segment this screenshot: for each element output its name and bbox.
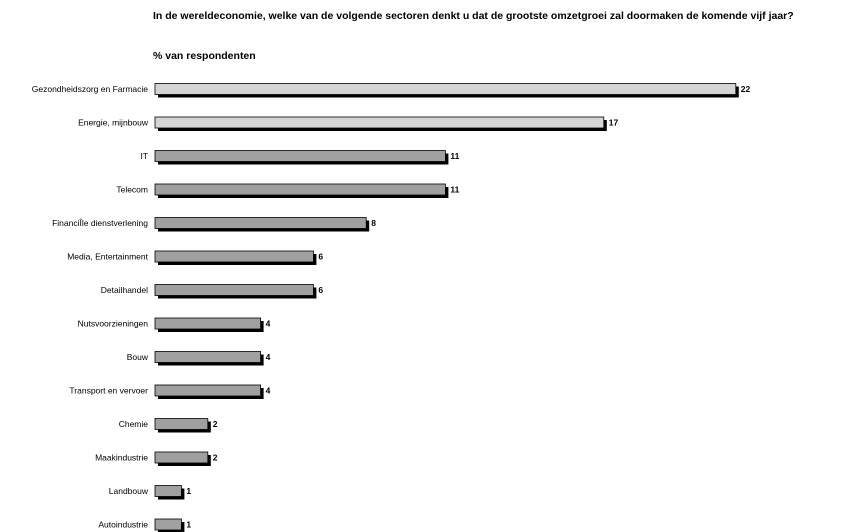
bar (154, 83, 737, 95)
value-label: 6 (318, 285, 323, 295)
value-label: 6 (318, 252, 323, 262)
category-label: Media, Entertainment (67, 252, 148, 262)
bar (154, 284, 314, 296)
chart-title: In de wereldeconomie, welke van de volge… (153, 10, 794, 22)
category-label: Nutsvoorzieningen (78, 319, 149, 329)
category-label: Gezondheidszorg en Farmacie (32, 84, 149, 94)
bar (154, 150, 446, 162)
category-label: Telecom (116, 185, 148, 195)
value-label: 8 (371, 218, 376, 228)
bar (154, 250, 314, 263)
category-label: Autoindustrie (98, 520, 148, 530)
category-label: Maakindustrie (95, 453, 148, 463)
category-label: Bouw (127, 352, 149, 362)
value-label: 1 (186, 486, 191, 496)
value-label: 2 (213, 419, 218, 429)
value-label: 4 (266, 386, 271, 396)
category-label: Transport en vervoer (69, 386, 148, 396)
category-label: Landbouw (109, 486, 149, 496)
bar (154, 485, 182, 497)
value-label: 11 (450, 185, 459, 195)
category-label: Chemie (119, 419, 149, 429)
chart-subtitle: % van respondenten (153, 50, 256, 62)
category-label: Detailhandel (101, 285, 148, 295)
bar (154, 217, 367, 229)
bar (154, 384, 261, 397)
value-label: 17 (609, 118, 619, 128)
bar (154, 116, 605, 129)
category-label: FinanciÎle dienstverlening (52, 218, 148, 228)
value-label: 4 (266, 319, 271, 329)
bar (154, 451, 209, 464)
bar (154, 183, 446, 196)
value-label: 1 (186, 520, 191, 530)
category-label: Energie, mijnbouw (78, 118, 149, 128)
category-label: IT (140, 151, 148, 161)
value-label: 2 (213, 453, 218, 463)
bar (154, 518, 182, 531)
value-label: 11 (450, 151, 459, 161)
bar (154, 418, 209, 430)
bar (154, 351, 261, 363)
value-label: 22 (741, 84, 751, 94)
bar (154, 317, 261, 330)
value-label: 4 (266, 352, 271, 362)
